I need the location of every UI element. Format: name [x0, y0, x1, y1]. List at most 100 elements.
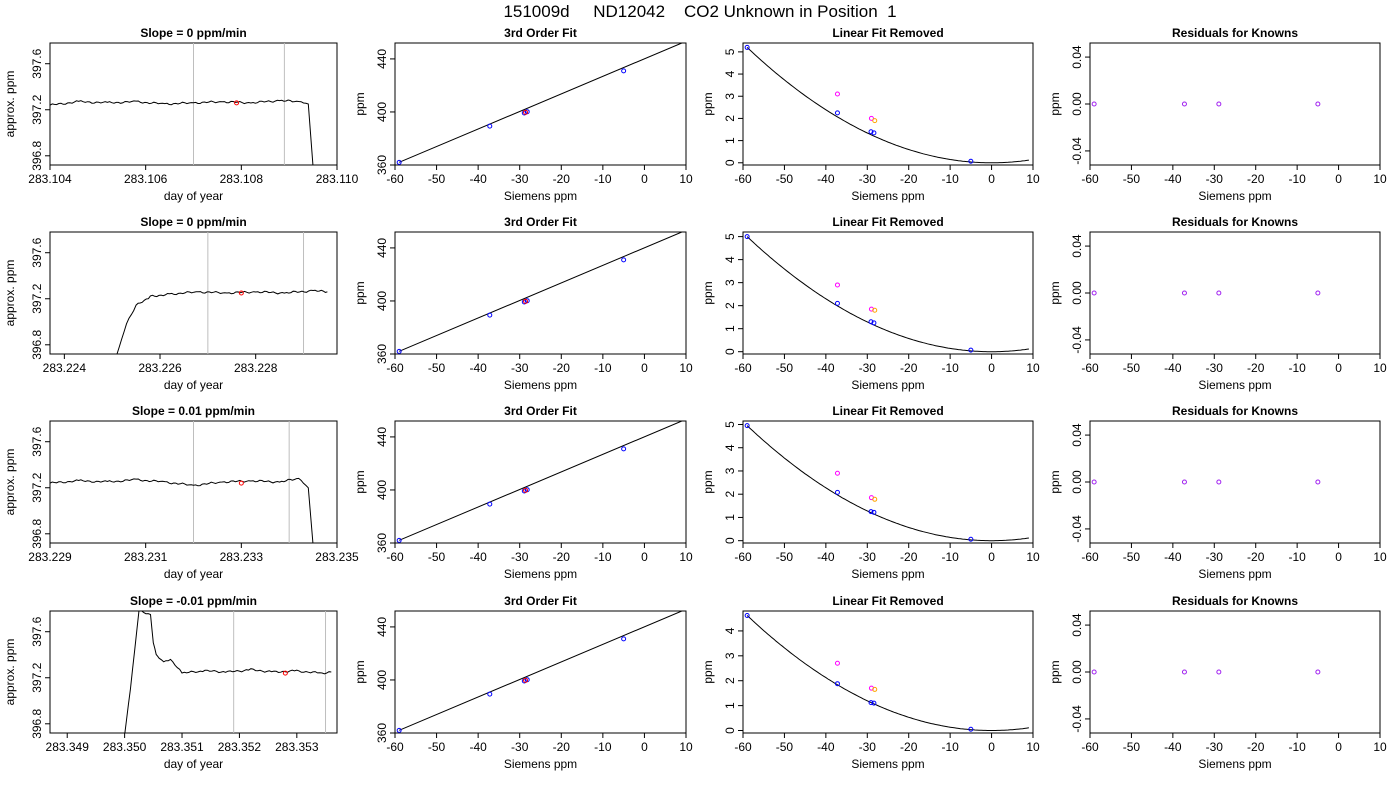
x-tick-label: 0: [988, 361, 995, 375]
known-point: [834, 681, 840, 687]
known-point: [834, 489, 840, 495]
unknown-point: [523, 677, 529, 683]
fit-curve: [746, 236, 1029, 353]
x-tick-label: -50: [776, 172, 794, 186]
y-tick-label: 0: [723, 727, 737, 734]
plot-frame: [394, 42, 687, 166]
plot-area: [744, 44, 1029, 164]
x-tick-label: -50: [1123, 740, 1141, 754]
y-axis-label: ppm: [1048, 660, 1062, 683]
y-tick-label: -0.04: [1070, 515, 1084, 543]
x-tick-label: -40: [469, 550, 487, 564]
panel-timeseries-row-1: Slope = 0 ppm/min 283.224 283.226 283.228 39…: [3, 215, 338, 392]
fit-curve: [746, 615, 1029, 731]
residual-point: [1216, 290, 1222, 296]
orange-point: [872, 686, 878, 692]
x-axis-label: day of year: [164, 757, 223, 771]
y-tick-label: 2: [723, 115, 737, 122]
panel-timeseries-row-0: Slope = 0 ppm/min 283.104 283.106 283.108 28…: [3, 26, 359, 203]
y-axis-label: ppm: [701, 470, 715, 493]
known-point: [396, 159, 402, 165]
x-tick-label: -30: [859, 550, 877, 564]
x-tick-label: -50: [1123, 361, 1141, 375]
y-tick-label: 2: [723, 491, 737, 498]
x-tick-label: 10: [679, 550, 693, 564]
x-tick-label: -20: [553, 172, 571, 186]
x-tick-label: -20: [553, 740, 571, 754]
known-point: [487, 691, 493, 697]
x-tick-label: -10: [594, 361, 612, 375]
known-point: [744, 44, 750, 50]
plot-frame: [1089, 420, 1381, 544]
x-tick-label: -50: [428, 361, 446, 375]
known-point: [621, 68, 627, 74]
x-tick-label: -50: [776, 550, 794, 564]
known-point: [868, 129, 874, 135]
plot-frame: [742, 420, 1034, 544]
fit-line: [398, 611, 683, 731]
x-tick-label: -10: [1288, 740, 1306, 754]
y-tick-label: 3: [723, 93, 737, 100]
magenta-point: [834, 660, 840, 666]
x-tick-label: -40: [817, 550, 835, 564]
panel-linfit-row-3: Linear Fit Removed -60 -50 -40 -30 -20 -10 0 10 0…: [701, 594, 1040, 771]
x-tick-label: -40: [1164, 740, 1182, 754]
x-tick-label: -60: [386, 361, 404, 375]
known-point: [871, 320, 877, 326]
x-tick-label: 0: [988, 740, 995, 754]
residual-point: [1216, 669, 1222, 675]
plot-area: [744, 234, 1029, 353]
panel-title: Slope = 0 ppm/min: [140, 215, 246, 229]
x-tick-label: 283.108: [220, 172, 264, 186]
plot-area: [50, 421, 314, 543]
x-tick-label: -50: [428, 172, 446, 186]
x-tick-label: -40: [817, 740, 835, 754]
x-tick-label: -40: [1164, 172, 1182, 186]
plot-area: [744, 612, 1029, 732]
y-tick-label: 0.00: [1070, 281, 1084, 305]
magenta-point: [834, 282, 840, 288]
y-tick-label: 360: [375, 155, 389, 175]
y-axis-label: ppm: [353, 660, 367, 683]
known-point: [968, 726, 974, 732]
x-tick-label: -40: [1164, 550, 1182, 564]
plot-area: [744, 423, 1029, 542]
x-tick-label: 0: [641, 172, 648, 186]
panel-title: Linear Fit Removed: [832, 26, 943, 40]
x-tick-label: -10: [594, 550, 612, 564]
plot-area: [1091, 101, 1321, 107]
x-tick-label: -30: [511, 172, 529, 186]
plot-area: [396, 232, 683, 354]
y-tick-label: 360: [375, 344, 389, 364]
orange-point: [872, 307, 878, 313]
x-tick-label: -60: [1081, 172, 1099, 186]
y-tick-label: 3: [723, 467, 737, 474]
plot-frame: [742, 231, 1034, 355]
y-tick-label: 396.8: [30, 329, 44, 359]
x-tick-label: 10: [1026, 740, 1040, 754]
y-tick-label: 4: [723, 70, 737, 77]
panel-resid-row-1: Residuals for Knowns -60 -50 -40 -30 -20 -10 0 1…: [1048, 215, 1387, 392]
panel-title: Residuals for Knowns: [1172, 215, 1298, 229]
known-point: [621, 446, 627, 452]
y-tick-label: 4: [723, 444, 737, 451]
y-tick-label: 4: [723, 627, 737, 634]
x-tick-label: -10: [1288, 550, 1306, 564]
y-tick-label: 0: [723, 159, 737, 166]
y-axis-label: approx. ppm: [3, 449, 17, 516]
x-tick-label: -50: [776, 740, 794, 754]
y-tick-label: 397.2: [30, 94, 44, 124]
panel-linfit-row-0: Linear Fit Removed -60 -50 -40 -30 -20 -10 0 10 0…: [701, 26, 1040, 203]
x-tick-label: -10: [1288, 361, 1306, 375]
y-tick-label: 0.00: [1070, 660, 1084, 684]
known-point: [834, 300, 840, 306]
known-point: [868, 509, 874, 515]
y-axis-label: approx. ppm: [3, 71, 17, 138]
known-point: [968, 347, 974, 353]
x-tick-label: -20: [1247, 172, 1265, 186]
x-tick-label: 283.106: [124, 172, 168, 186]
x-tick-label: -30: [859, 740, 877, 754]
x-tick-label: -60: [734, 740, 752, 754]
orange-point: [872, 496, 878, 502]
series-line: [116, 289, 328, 354]
